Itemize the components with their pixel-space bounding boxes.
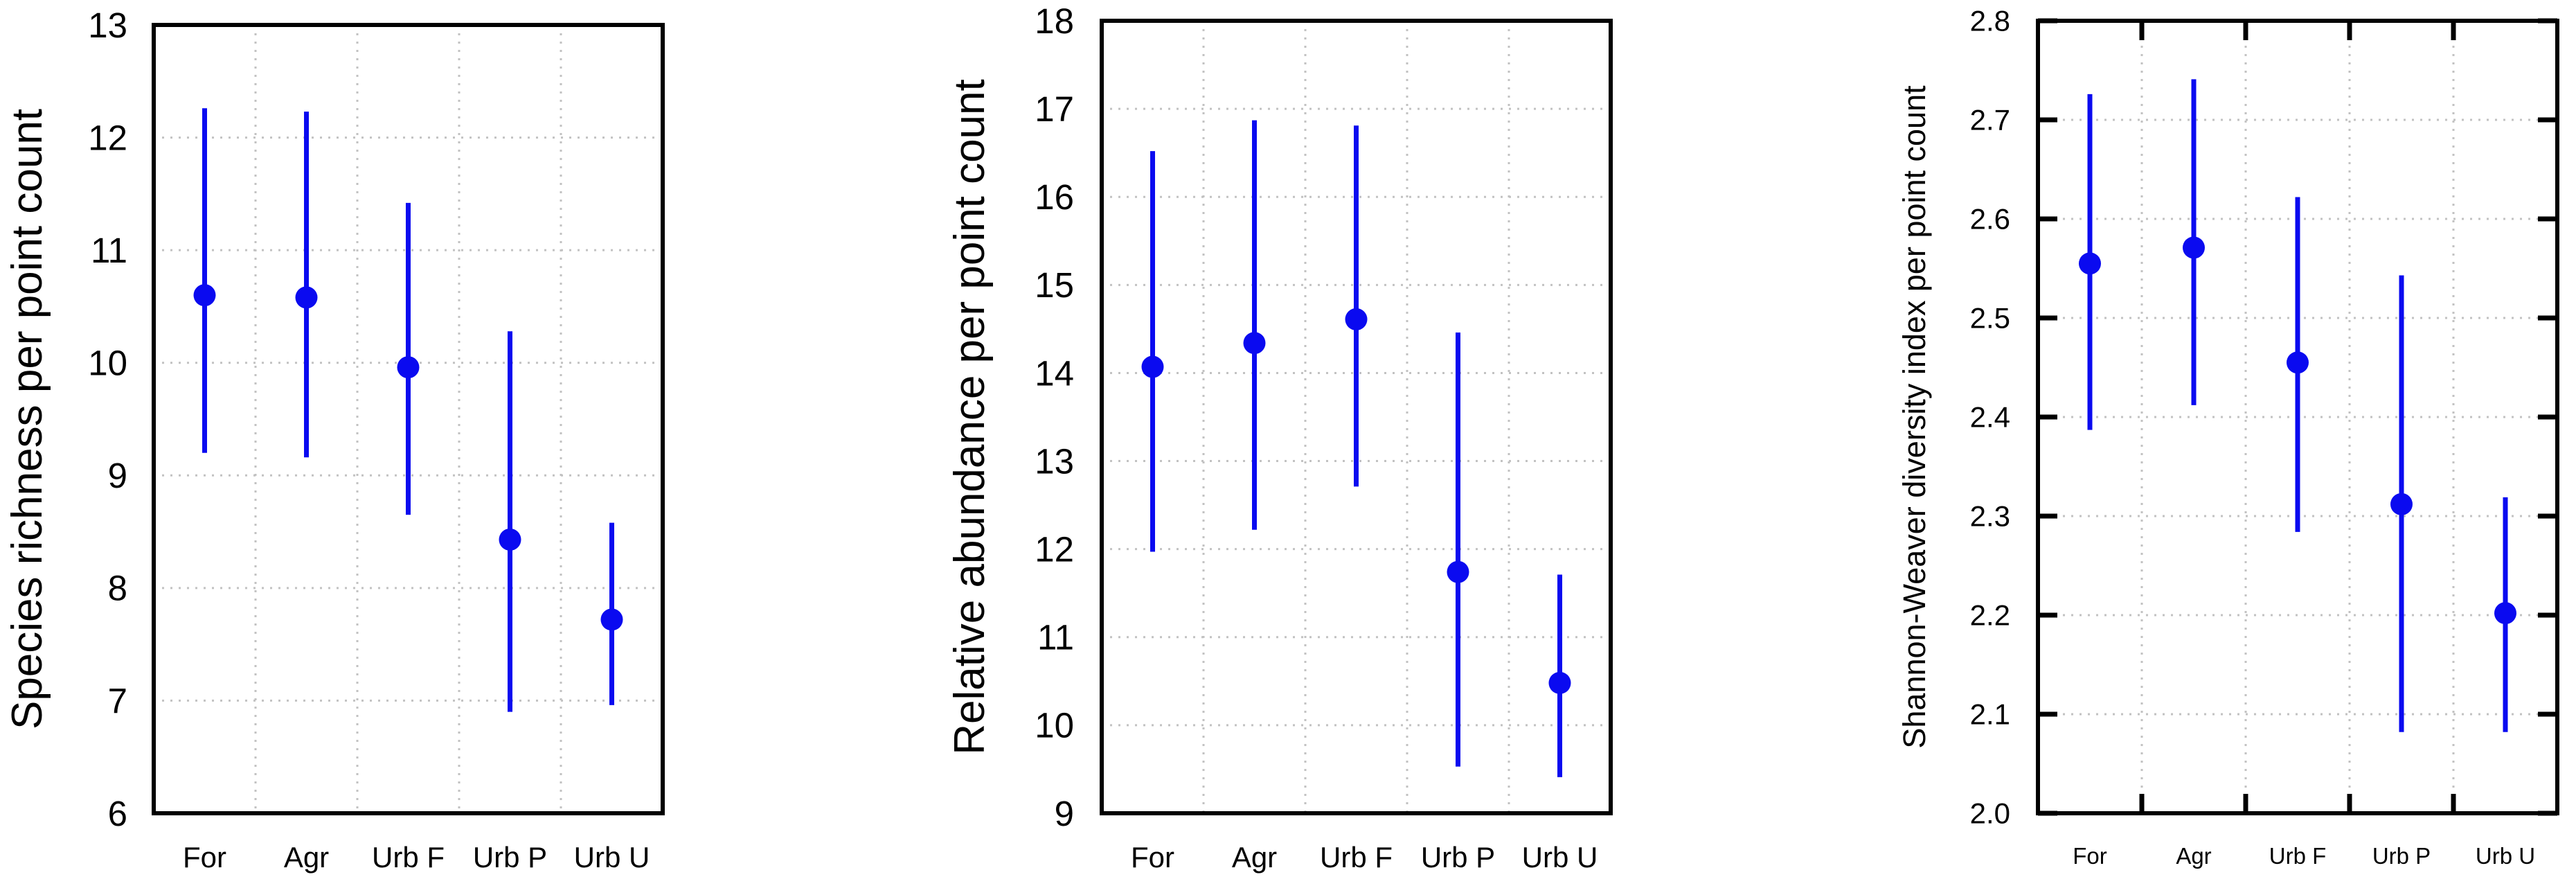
y-tick-label: 6 bbox=[108, 794, 127, 833]
mean-point-agr bbox=[1243, 332, 1266, 355]
chart-panel-relative-abundance: 9 10 11 12 13 14 15 16 17 18 For Agr Urb F Urb P Urb U… bbox=[859, 0, 1717, 895]
x-category-label: Urb P bbox=[1421, 841, 1495, 874]
y-tick-label: 17 bbox=[1035, 89, 1074, 129]
x-category-label: Agr bbox=[284, 841, 329, 874]
x-category-label: Urb F bbox=[1320, 841, 1393, 874]
y-tick-label: 9 bbox=[108, 456, 127, 495]
y-tick-label: 18 bbox=[1035, 1, 1074, 41]
y-axis-title: Species richness per point count bbox=[3, 109, 51, 729]
mean-point-urb-u bbox=[1548, 671, 1571, 694]
mean-point-agr bbox=[295, 286, 318, 309]
x-category-label: For bbox=[2073, 843, 2107, 869]
y-tick-label: 10 bbox=[1035, 706, 1074, 745]
mean-point-urb-f bbox=[1345, 308, 1368, 330]
shannon-weaver-chart: 2.0 2.1 2.2 2.3 2.4 2.5 2.6 2.7 2.8 For Agr Urb F Ur… bbox=[1897, 5, 2559, 869]
y-tick-label: 9 bbox=[1055, 794, 1074, 833]
x-category-label: Urb P bbox=[2372, 843, 2431, 869]
chart-panel-shannon-weaver: 2.0 2.1 2.2 2.3 2.4 2.5 2.6 2.7 2.8 For Agr Urb F Ur… bbox=[1717, 0, 2576, 895]
y-tick-label: 10 bbox=[88, 344, 127, 383]
x-category-label: Agr bbox=[2176, 843, 2211, 869]
y-tick-label: 14 bbox=[1035, 353, 1074, 393]
mean-point-for bbox=[1141, 355, 1164, 378]
y-tick-label: 2.0 bbox=[1970, 797, 2010, 830]
chart-panel-species-richness: 6 7 8 9 10 11 12 13 For Agr Urb F Urb P Urb U Species… bbox=[0, 0, 859, 895]
mean-point-for bbox=[2079, 252, 2101, 275]
y-tick-label: 7 bbox=[108, 681, 127, 720]
y-tick-label: 13 bbox=[1035, 441, 1074, 481]
plot-border bbox=[152, 23, 665, 815]
relative-abundance-chart: 9 10 11 12 13 14 15 16 17 18 For Agr Urb F Urb P Urb U… bbox=[946, 1, 1613, 874]
y-tick-label: 2.6 bbox=[1970, 203, 2010, 236]
mean-point-urb-f bbox=[397, 356, 420, 379]
x-category-label: For bbox=[183, 841, 226, 874]
y-axis-title: Relative abundance per point count bbox=[946, 79, 994, 754]
y-tick-label: 2.2 bbox=[1970, 599, 2010, 632]
y-tick-label: 11 bbox=[1037, 618, 1074, 657]
mean-point-for bbox=[193, 284, 216, 307]
y-tick-label: 15 bbox=[1035, 265, 1074, 305]
x-category-label: Urb U bbox=[1522, 841, 1598, 874]
y-axis-title: Shannon-Weaver diversity index per point… bbox=[1897, 85, 1932, 749]
x-category-label: Urb U bbox=[2476, 843, 2535, 869]
mean-point-urb-p bbox=[2390, 493, 2413, 515]
mean-point-urb-p bbox=[1447, 560, 1469, 583]
y-tick-label: 12 bbox=[88, 118, 127, 157]
y-tick-label: 12 bbox=[1035, 530, 1074, 569]
y-tick-label: 16 bbox=[1035, 177, 1074, 217]
x-category-label: Urb U bbox=[574, 841, 650, 874]
species-richness-chart: 6 7 8 9 10 11 12 13 For Agr Urb F Urb P Urb U Species… bbox=[3, 6, 665, 874]
mean-point-urb-p bbox=[499, 528, 521, 551]
y-tick-label: 2.3 bbox=[1970, 500, 2010, 533]
y-tick-label: 13 bbox=[88, 6, 127, 45]
y-tick-label: 2.5 bbox=[1970, 302, 2010, 335]
mean-point-agr bbox=[2183, 236, 2205, 259]
mean-point-urb-f bbox=[2287, 351, 2309, 374]
y-tick-label: 2.1 bbox=[1970, 698, 2010, 731]
x-category-label: Agr bbox=[1232, 841, 1277, 874]
mean-point-urb-u bbox=[2494, 602, 2516, 625]
x-category-label: For bbox=[1131, 841, 1174, 874]
x-category-label: Urb F bbox=[372, 841, 445, 874]
x-category-label: Urb F bbox=[2269, 843, 2327, 869]
y-tick-label: 2.8 bbox=[1970, 5, 2010, 37]
mean-point-urb-u bbox=[600, 608, 623, 631]
y-tick-label: 11 bbox=[91, 231, 127, 270]
plot-border bbox=[1100, 19, 1613, 815]
y-tick-label: 2.4 bbox=[1970, 401, 2010, 434]
x-category-label: Urb P bbox=[473, 841, 547, 874]
y-tick-label: 8 bbox=[108, 569, 127, 608]
y-tick-label: 2.7 bbox=[1970, 104, 2010, 136]
